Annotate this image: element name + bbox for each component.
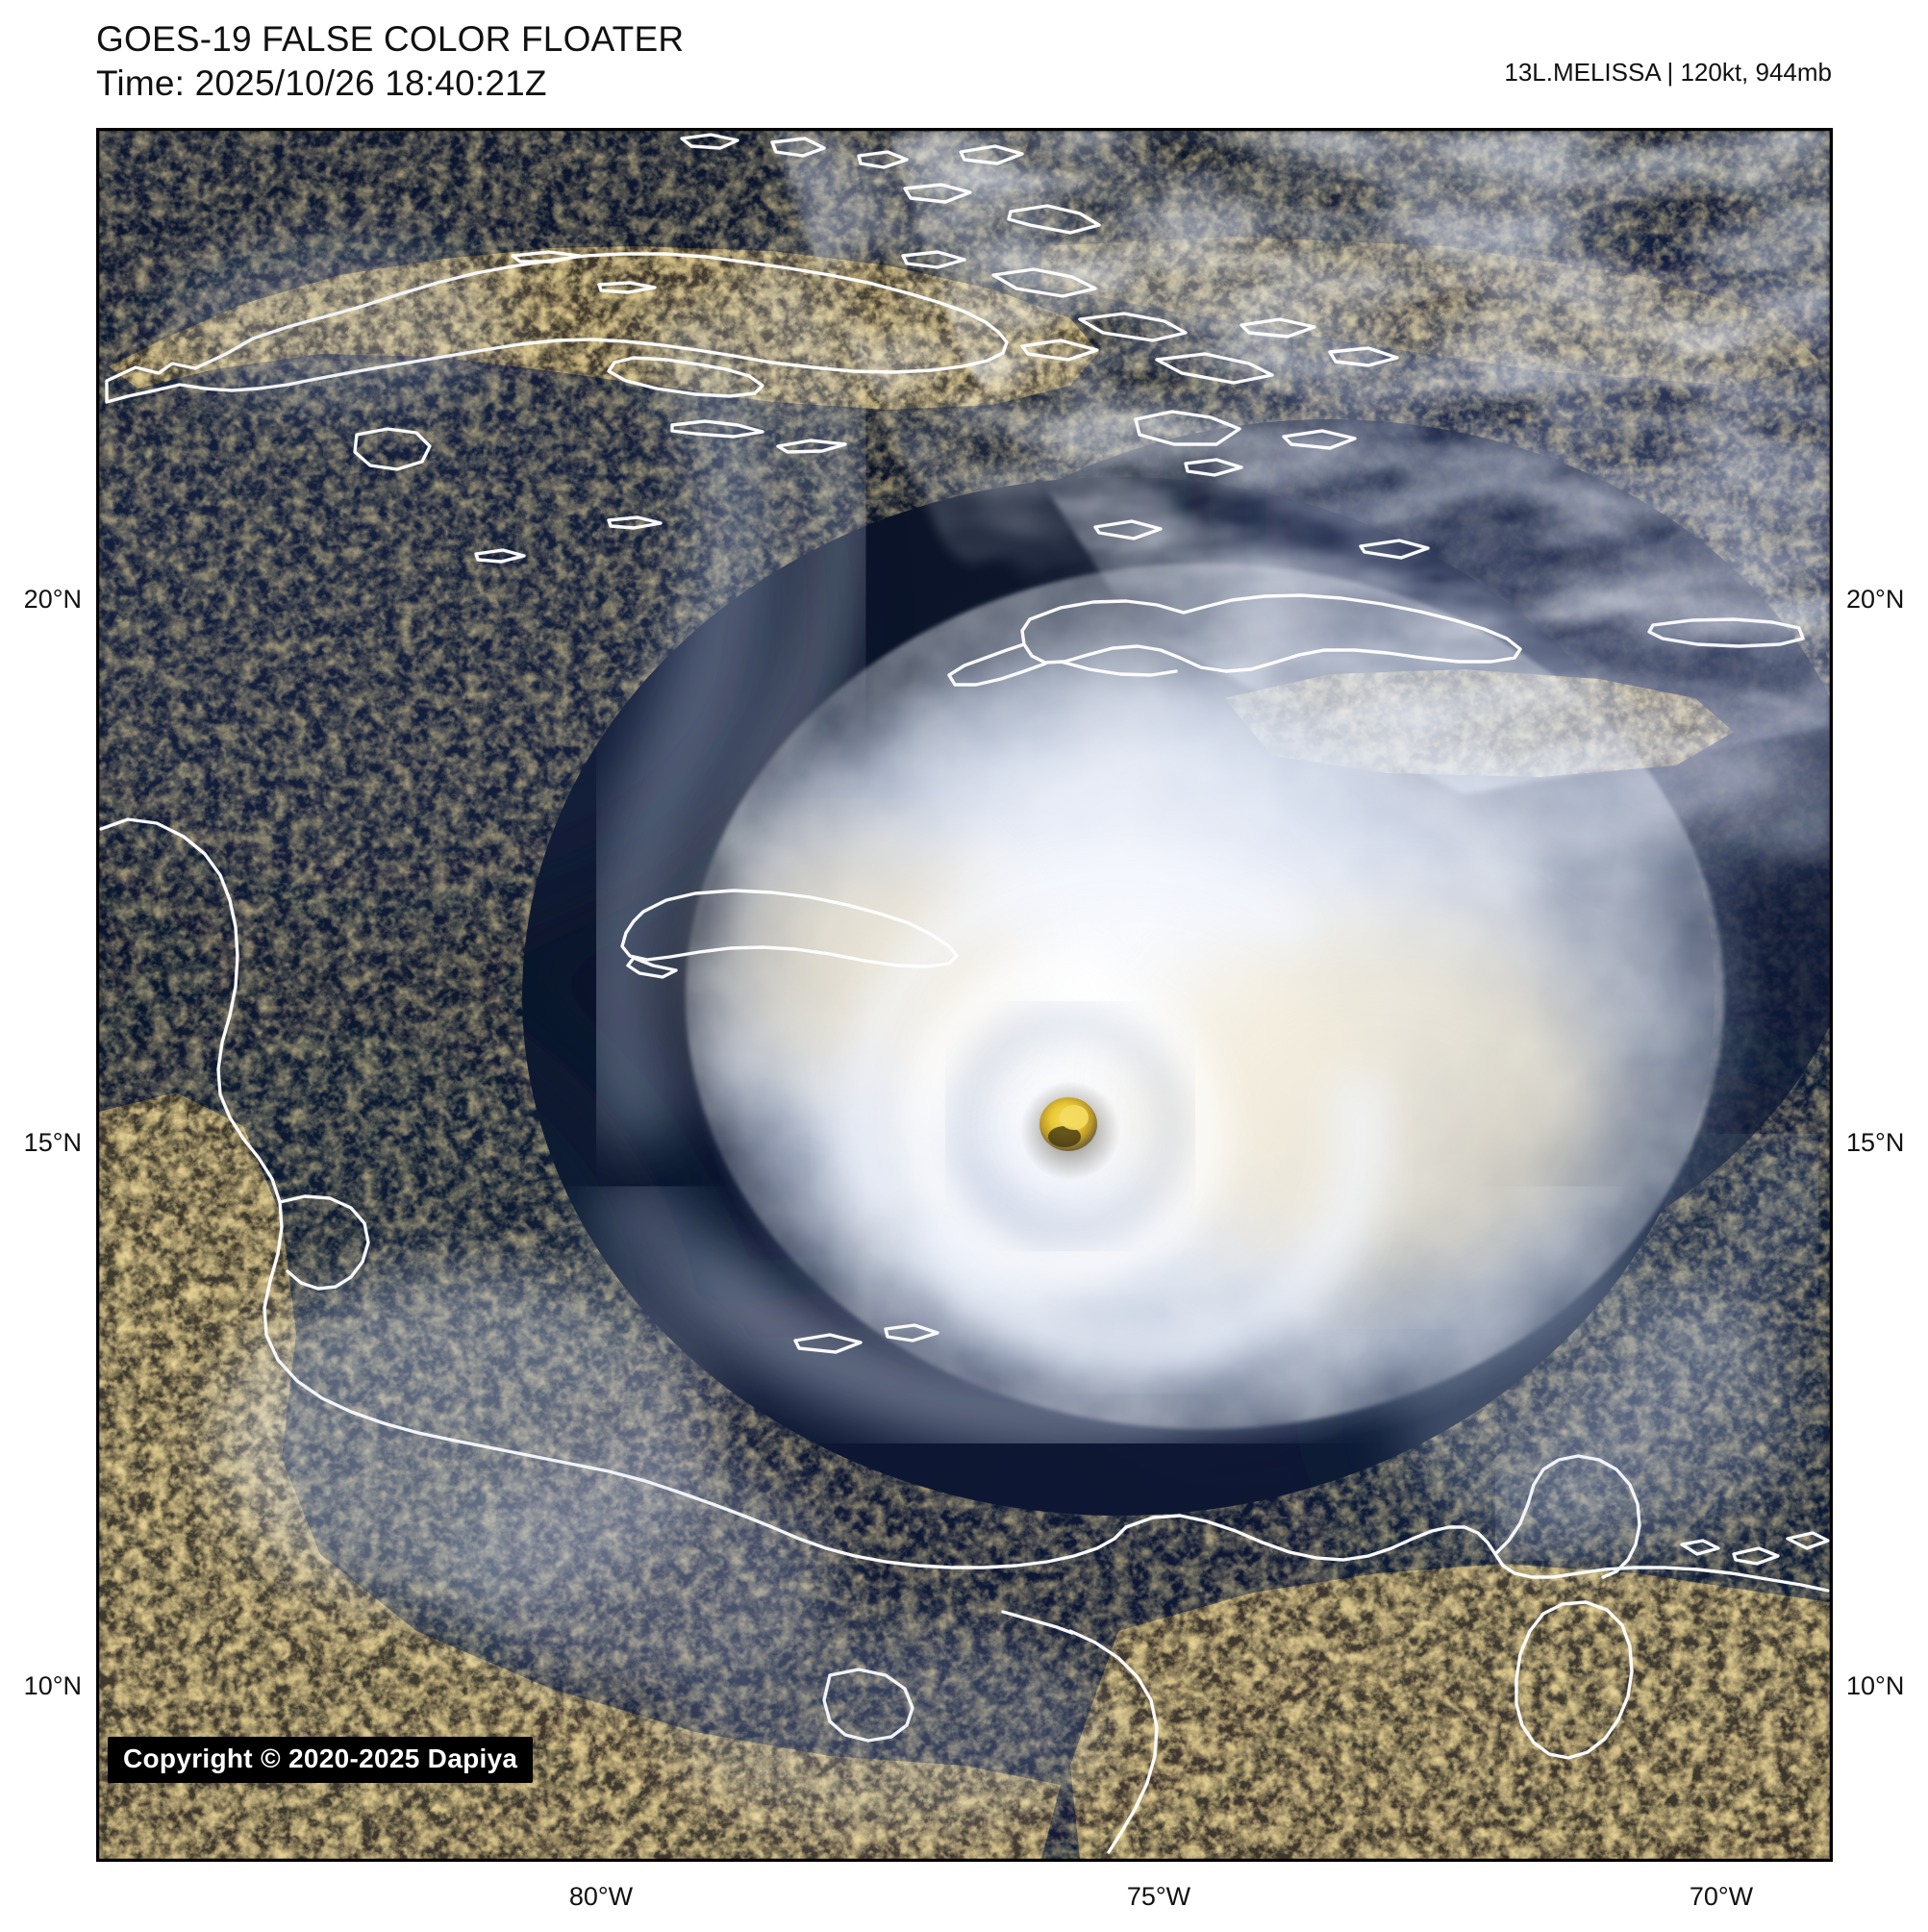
satellite-imagery — [99, 131, 1830, 1859]
hurricane-eye — [1020, 1081, 1120, 1181]
storm-info-label: 13L.MELISSA | 120kt, 944mb — [1504, 58, 1832, 87]
copyright-banner: Copyright © 2020-2025 Dapiya — [108, 1737, 534, 1783]
header-left-block: GOES-19 FALSE COLOR FLOATER Time: 2025/1… — [96, 17, 684, 106]
lat-label-left-20n: 20°N — [23, 585, 82, 614]
lon-label-80w: 80°W — [568, 1882, 634, 1911]
coastline-hispaniola — [1020, 593, 1522, 673]
lat-label-right-15n: 15°N — [1846, 1128, 1905, 1157]
central-dense-overcast — [686, 544, 1772, 1448]
coastline-jamaica — [620, 889, 959, 968]
coastline-isla-juventud — [353, 427, 432, 471]
lon-label-75w: 75°W — [1126, 1882, 1191, 1911]
foreground-cloud-wisps — [166, 237, 1830, 1833]
coastline-south-america — [1124, 1514, 1830, 1593]
lat-label-left-10n: 10°N — [23, 1671, 82, 1700]
lat-label-right-20n: 20°N — [1846, 585, 1905, 614]
satellite-image-frame — [96, 128, 1833, 1862]
eyewall-spiral — [837, 850, 1390, 1375]
lat-label-right-10n: 10°N — [1846, 1671, 1905, 1700]
page-title: GOES-19 FALSE COLOR FLOATER — [96, 19, 685, 59]
lon-label-70w: 70°W — [1689, 1882, 1754, 1911]
timestamp-label: Time: 2025/10/26 18:40:21Z — [96, 63, 547, 103]
lat-label-left-15n: 15°N — [23, 1128, 82, 1157]
